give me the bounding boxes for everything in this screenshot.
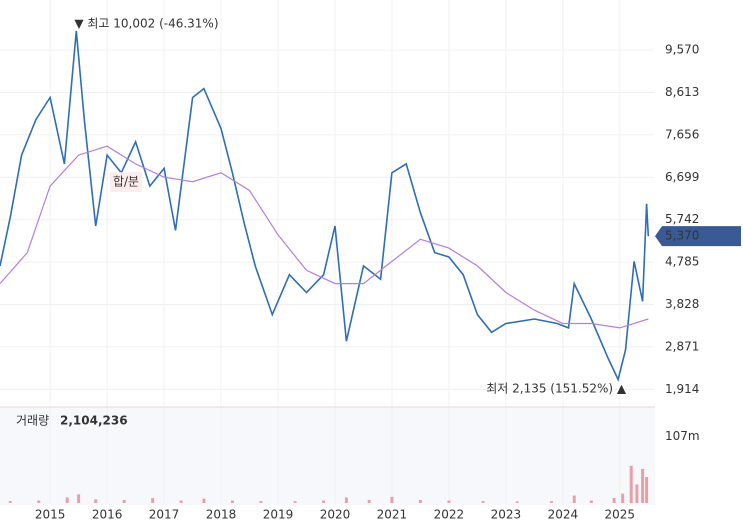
volume-bar xyxy=(37,500,41,503)
volume-bar xyxy=(122,499,126,503)
volume-bar xyxy=(549,501,553,503)
volume-bar xyxy=(322,500,326,503)
x-tick-label: 2023 xyxy=(491,508,522,522)
volume-bar xyxy=(589,500,593,503)
volume-bar xyxy=(612,498,616,503)
y-tick-label: 8,613 xyxy=(665,85,699,99)
price-tag xyxy=(655,226,741,247)
volume-bar xyxy=(8,501,12,503)
x-tick-label: 2025 xyxy=(605,508,636,522)
x-tick-label: 2017 xyxy=(149,508,180,522)
volume-bar xyxy=(367,499,371,503)
volume-bar xyxy=(65,497,69,503)
y-tick-label: 1,914 xyxy=(665,382,699,396)
volume-bar xyxy=(418,499,422,503)
y-tick-label: 3,828 xyxy=(665,297,699,311)
volume-bar xyxy=(481,501,485,503)
y-tick-label: 5,742 xyxy=(665,212,699,226)
x-tick-label: 2015 xyxy=(35,508,66,522)
x-tick-label: 2022 xyxy=(434,508,465,522)
volume-bar xyxy=(621,493,625,503)
volume-pane xyxy=(0,407,655,505)
volume-title: 거래량 xyxy=(16,414,49,428)
volume-bar xyxy=(629,465,633,503)
y-tick-label: 7,656 xyxy=(665,127,699,141)
overlay-box xyxy=(110,172,142,192)
volume-value: 2,104,236 xyxy=(60,414,128,428)
x-tick-label: 2019 xyxy=(263,508,294,522)
y-tick-label: 2,871 xyxy=(665,339,699,353)
volume-bar xyxy=(77,494,81,503)
x-tick-label: 2024 xyxy=(548,508,579,522)
price-tag-label: 5,370 xyxy=(665,229,699,243)
x-tick-label: 2021 xyxy=(377,508,408,522)
volume-bar xyxy=(94,499,98,503)
volume-bar xyxy=(293,501,297,503)
volume-bar xyxy=(645,476,649,503)
volume-bar xyxy=(641,468,645,503)
volume-bar xyxy=(259,501,263,503)
x-tick-label: 2018 xyxy=(206,508,237,522)
volume-bar xyxy=(179,500,183,503)
x-tick-label: 2016 xyxy=(92,508,123,522)
overlay-label: 합/분 xyxy=(113,175,139,189)
volume-bar xyxy=(390,496,394,503)
price-line xyxy=(0,145,649,329)
annotation-low: 최저 2,135 (151.52%) ▲ xyxy=(486,382,627,396)
volume-bar xyxy=(230,500,234,503)
price-line xyxy=(0,30,650,382)
y-tick-label: 4,785 xyxy=(665,255,699,269)
x-tick-label: 2020 xyxy=(320,508,351,522)
volume-bar xyxy=(344,497,348,503)
y-tick-label: 9,570 xyxy=(665,43,699,57)
volume-bar xyxy=(447,500,451,503)
volume-bar xyxy=(635,484,639,503)
volume-bar xyxy=(151,498,155,503)
volume-bar xyxy=(202,498,206,503)
y-tick-label: 6,699 xyxy=(665,170,699,184)
volume-bar xyxy=(572,495,576,503)
y2-tick-label: 107m xyxy=(665,429,700,443)
volume-bar xyxy=(515,501,519,503)
annotation-high: ▼ 최고 10,002 (-46.31%) xyxy=(74,17,218,31)
